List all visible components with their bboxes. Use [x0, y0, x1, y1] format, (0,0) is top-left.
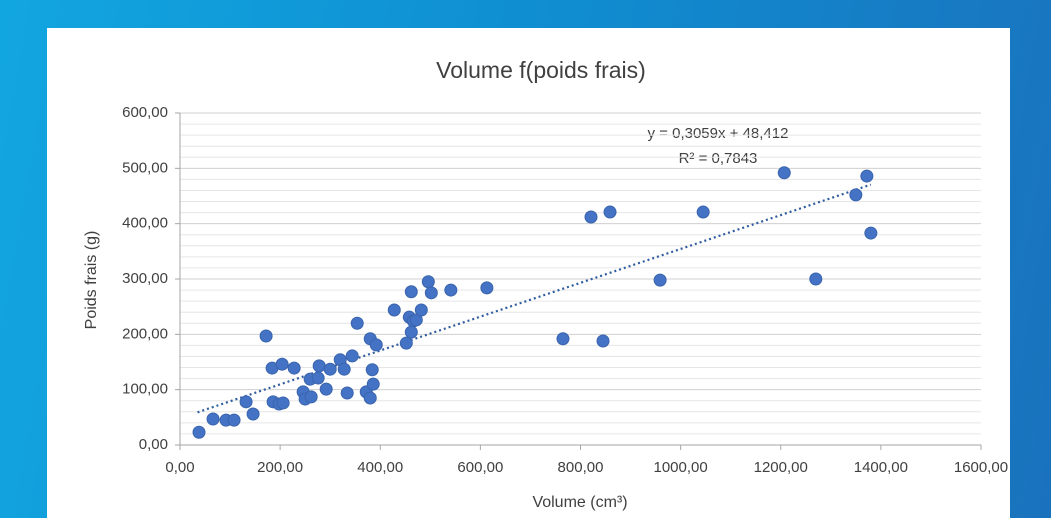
point	[777, 166, 791, 180]
point	[696, 205, 710, 219]
point	[319, 382, 333, 396]
point	[287, 361, 301, 375]
y-tick-label: 600,00	[122, 104, 168, 121]
point	[864, 226, 878, 240]
trendline-equation: y = 0,3059x + 48,412	[648, 125, 789, 142]
point	[365, 363, 379, 377]
point	[311, 371, 325, 385]
point	[556, 332, 570, 346]
point	[444, 283, 458, 297]
y-tick-label: 300,00	[122, 270, 168, 287]
point	[480, 281, 494, 295]
point	[206, 412, 220, 426]
trendline	[197, 183, 872, 414]
point	[363, 391, 377, 405]
x-tick-label: 0,00	[165, 459, 194, 476]
point	[421, 275, 435, 289]
point	[603, 205, 617, 219]
point	[366, 377, 380, 391]
x-tick-label: 400,00	[357, 459, 403, 476]
y-axis-label: Poids frais (g)	[83, 231, 100, 330]
point	[860, 169, 874, 183]
point	[369, 338, 383, 352]
point	[304, 390, 318, 404]
chart-title: Volume f(poids frais)	[436, 57, 646, 83]
x-tick-label: 600,00	[457, 459, 503, 476]
x-tick-label: 800,00	[558, 459, 604, 476]
point	[596, 334, 610, 348]
point	[350, 316, 364, 330]
y-tick-label: 0,00	[139, 436, 168, 453]
point	[387, 303, 401, 317]
x-tick-label: 1400,00	[854, 459, 908, 476]
point	[653, 273, 667, 287]
point	[239, 395, 253, 409]
point	[337, 362, 351, 376]
point	[345, 349, 359, 363]
point	[259, 329, 273, 343]
x-tick-label: 1000,00	[654, 459, 708, 476]
point	[312, 359, 326, 373]
x-axis-label: Volume (cm³)	[532, 494, 627, 511]
point	[275, 357, 289, 371]
point	[404, 325, 418, 339]
y-tick-label: 100,00	[122, 381, 168, 398]
point	[246, 407, 260, 421]
x-tick-label: 200,00	[257, 459, 303, 476]
point	[323, 362, 337, 376]
point	[399, 336, 413, 350]
y-tick-label: 400,00	[122, 215, 168, 232]
point	[424, 286, 438, 300]
y-tick-label: 500,00	[122, 159, 168, 176]
point	[414, 303, 428, 317]
point	[276, 396, 290, 410]
chart-panel	[47, 28, 1010, 518]
point	[809, 272, 823, 286]
trendline-r2: R² = 0,7843	[679, 150, 758, 167]
y-tick-label: 200,00	[122, 325, 168, 342]
x-tick-label: 1200,00	[754, 459, 808, 476]
x-tick-label: 1600,00	[954, 459, 1008, 476]
point	[340, 386, 354, 400]
point	[584, 210, 598, 224]
point	[849, 188, 863, 202]
point	[227, 413, 241, 427]
point	[404, 285, 418, 299]
point	[192, 425, 206, 439]
